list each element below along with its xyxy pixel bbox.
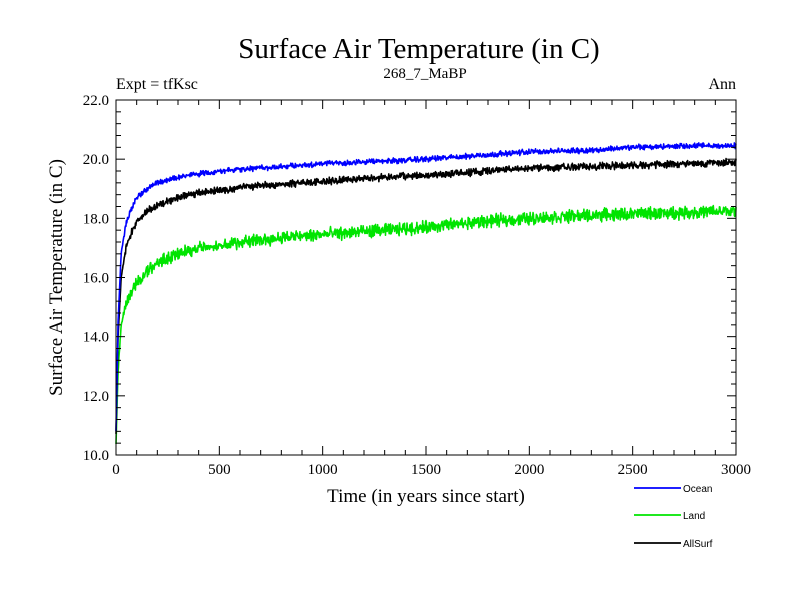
x-axis-label: Time (in years since start)	[327, 486, 525, 507]
x-tick-label: 2500	[618, 462, 648, 478]
legend-label-ocean: Ocean	[683, 484, 712, 495]
x-tick-label: 500	[208, 462, 231, 478]
x-tick-label: 1500	[411, 462, 441, 478]
y-tick-label: 18.0	[83, 211, 109, 227]
series-line-allsurf	[115, 157, 737, 434]
x-tick-label: 3000	[721, 462, 751, 478]
x-tick-label: 1000	[308, 462, 338, 478]
series-line-ocean	[115, 142, 737, 432]
legend-label-land: Land	[683, 511, 705, 522]
y-tick-label: 10.0	[83, 448, 109, 464]
legend-label-allsurf: AllSurf	[683, 539, 713, 550]
x-tick-label: 0	[112, 462, 120, 478]
y-tick-label: 14.0	[83, 330, 109, 346]
x-tick-label: 2000	[514, 462, 544, 478]
y-tick-label: 22.0	[83, 93, 109, 109]
ticks-layer: 0 500 1000 1500 2000 2500 3000 10.0 12.0 14.0 16.0…	[83, 93, 751, 478]
subtitle-center: 268_7_MaBP	[383, 66, 466, 82]
subtitle-left: Expt = tfKsc	[116, 76, 198, 93]
chart-title: Surface Air Temperature (in C)	[238, 33, 599, 65]
legend: Ocean Land AllSurf	[634, 484, 713, 550]
series-layer	[115, 142, 737, 445]
y-axis-label: Surface Air Temperature (in C)	[46, 159, 67, 396]
y-tick-label: 12.0	[83, 389, 109, 405]
plot-frame	[115, 99, 737, 456]
subtitle-right: Ann	[708, 76, 736, 93]
series-line-land	[115, 204, 737, 445]
y-tick-label: 16.0	[83, 271, 109, 287]
y-tick-label: 20.0	[83, 152, 109, 168]
